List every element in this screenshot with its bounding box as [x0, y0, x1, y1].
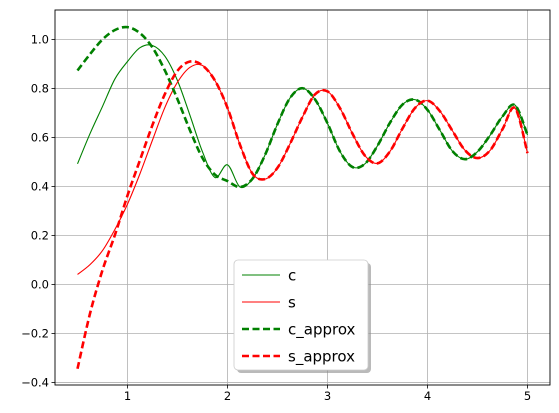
- x-tick-label: 5: [524, 389, 531, 403]
- x-tick-label: 3: [324, 389, 331, 403]
- y-tick-label: 0.4: [31, 179, 49, 193]
- plot-frame: [54, 9, 551, 386]
- legend: cs c_approx s_approx: [233, 259, 371, 373]
- series-line-s-approx: [76, 59, 529, 370]
- legend-label: c: [288, 267, 296, 285]
- grid: [55, 10, 550, 385]
- y-tick-label: −0.2: [21, 327, 49, 341]
- y-tick-label: 1.0: [31, 32, 49, 46]
- legend-label: s: [288, 294, 296, 312]
- x-tick-label: 2: [224, 389, 231, 403]
- y-tick-label: 0.6: [31, 130, 49, 144]
- legend-box: [233, 259, 369, 371]
- y-tick-label: −0.4: [21, 376, 49, 390]
- series-line-c-approx: [76, 25, 529, 189]
- series-lines: [76, 25, 529, 370]
- y-tick-label: 0.8: [31, 81, 49, 95]
- y-tick-label: 0.2: [31, 228, 49, 242]
- x-tick-label: 4: [424, 389, 431, 403]
- y-tick-label: 0.0: [31, 278, 49, 292]
- x-tick-label: 1: [124, 389, 131, 403]
- legend-label: c_approx: [288, 321, 356, 340]
- series-line-s: [77, 63, 529, 275]
- legend-label: s_approx: [288, 348, 355, 367]
- axis-ticks: 1 2 3 4 5 −0.4 −0.2 0.0 0.2 0.4 0.6 0.8 1.0: [21, 32, 531, 403]
